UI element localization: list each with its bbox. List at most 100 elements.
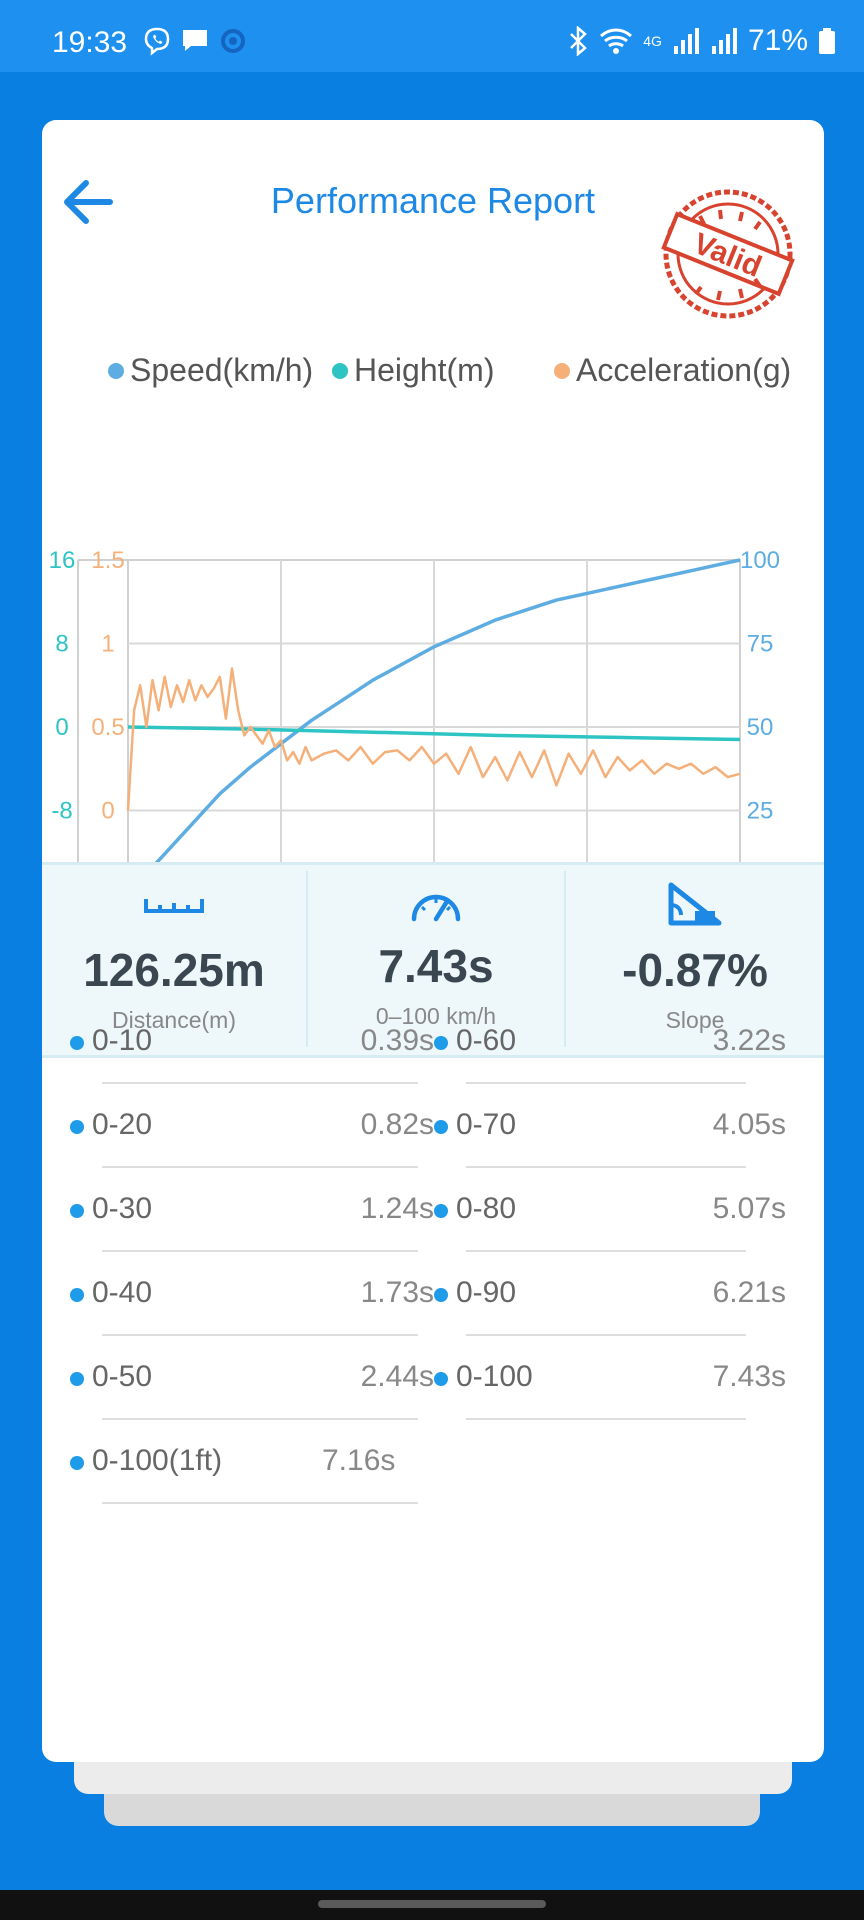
series-line-speed: [126, 558, 741, 892]
speed-tick-label: 25: [747, 798, 774, 825]
legend-label-height: Height(m): [354, 352, 495, 388]
split-bullet-icon: [434, 1120, 448, 1134]
acceleration-time-value: 7.43s: [378, 940, 494, 992]
arrow-left-icon: [64, 180, 113, 224]
signal-icon-2: [711, 28, 737, 54]
legend-label-speed: Speed(km/h): [130, 352, 314, 388]
stat-divider-2: [564, 871, 566, 1047]
message-icon: [183, 30, 207, 51]
stat-divider: [306, 871, 308, 1047]
split-divider: [466, 1418, 746, 1420]
split-value: 0.82s: [360, 1108, 434, 1141]
split-label: 0-30: [92, 1192, 153, 1225]
home-indicator[interactable]: [318, 1900, 546, 1908]
split-label: 0-10: [92, 1024, 153, 1057]
acceleration-time-label: 0–100 km/h: [375, 1003, 497, 1029]
height-tick-label: -8: [51, 798, 72, 825]
legend-label-acceleration: Acceleration(g): [576, 352, 792, 388]
split-bullet-icon: [70, 1456, 84, 1470]
series-line-height: [127, 725, 741, 742]
battery-icon: [819, 28, 835, 54]
status-bar: 19:33 4G 71%: [0, 0, 864, 72]
split-bullet-icon: [434, 1288, 448, 1302]
battery-percent: 71%: [747, 24, 808, 57]
page-title: Performance Report: [270, 180, 596, 221]
split-row-0-30: 0-30 1.24s: [70, 1176, 434, 1252]
speed-tick-label: 75: [747, 631, 774, 658]
legend-item-speed: Speed(km/h): [108, 352, 313, 389]
split-row-0-100(1ft): 0-100(1ft) 7.16s: [70, 1428, 420, 1504]
wifi-icon: [600, 28, 633, 54]
split-bullet-icon: [70, 1288, 84, 1302]
distance-label: Distance(m): [112, 1007, 236, 1033]
split-value: 2.44s: [360, 1360, 434, 1393]
split-value: 3.22s: [712, 1024, 786, 1057]
bluetooth-icon: [570, 26, 588, 56]
back-button[interactable]: [56, 170, 120, 234]
acceleration-axis-ticks: 1.510.50-0.5: [87, 547, 128, 908]
split-value: 5.07s: [712, 1192, 786, 1225]
acceleration-tick-label: 0.5: [91, 714, 124, 741]
sync-icon: [221, 29, 245, 53]
signal-icon: [673, 28, 699, 54]
ruler-icon: [144, 899, 204, 913]
chart-series: [126, 558, 741, 892]
split-value: 4.05s: [712, 1108, 786, 1141]
split-bullet-icon: [434, 1204, 448, 1218]
report-card: Performance Report Valid Speed(km/h) Hei…: [42, 120, 824, 1762]
slope-label: Slope: [665, 1007, 725, 1033]
speed-axis-ticks: 1007550250: [740, 547, 780, 908]
legend-dot-speed: [108, 362, 124, 379]
acceleration-tick-label: 1: [101, 631, 114, 658]
split-value: 7.16s: [322, 1444, 396, 1477]
split-divider: [466, 1334, 746, 1336]
split-bullet-icon: [70, 1372, 84, 1386]
stats-panel: 126.25m Distance(m) 7.43s 0–100 km/h -0.…: [42, 862, 824, 1058]
slope-icon: [668, 882, 722, 926]
legend-dot-acceleration: [554, 362, 570, 379]
split-value: 1.24s: [360, 1192, 434, 1225]
distance-value: 126.25m: [83, 944, 265, 996]
split-bullet-icon: [70, 1204, 84, 1218]
split-divider: [466, 1166, 746, 1168]
notification-icons: [142, 26, 248, 56]
split-row-0-10: 0-10 0.39s: [70, 1008, 434, 1084]
legend-item-height: Height(m): [332, 352, 494, 389]
split-label: 0-70: [456, 1108, 517, 1141]
split-divider: [102, 1082, 418, 1084]
split-row-0-80: 0-80 5.07s: [434, 1176, 786, 1252]
status-time: 19:33: [52, 26, 128, 59]
viber-icon: [144, 27, 170, 56]
speed-tick-label: 50: [747, 714, 774, 741]
acceleration-tick-label: 0: [101, 798, 114, 825]
split-row-0-20: 0-20 0.82s: [70, 1092, 434, 1168]
speed-tick-label: 100: [740, 547, 780, 574]
split-divider: [466, 1250, 746, 1252]
split-label: 0-90: [456, 1276, 517, 1309]
split-value: 1.73s: [360, 1276, 434, 1309]
split-row-0-50: 0-50 2.44s: [70, 1344, 434, 1420]
header: Performance Report Valid: [42, 120, 824, 319]
split-divider: [102, 1334, 418, 1336]
split-label: 0-50: [92, 1360, 153, 1393]
stat-slope: -0.87% Slope: [566, 865, 824, 1055]
legend-item-acceleration: Acceleration(g): [554, 352, 791, 389]
valid-stamp-icon: Valid: [661, 189, 795, 319]
split-label: 0-40: [92, 1276, 153, 1309]
height-tick-label: 8: [55, 631, 68, 658]
split-row-0-100: 0-100 7.43s: [434, 1344, 786, 1420]
split-label: 0-100(1ft): [92, 1444, 223, 1477]
split-bullet-icon: [70, 1120, 84, 1134]
series-line-acceleration: [126, 667, 741, 811]
split-label: 0-100: [456, 1360, 533, 1393]
chart-legend: Speed(km/h) Height(m) Acceleration(g): [64, 352, 824, 396]
split-divider: [102, 1250, 418, 1252]
speedometer-icon: [411, 894, 461, 922]
split-label: 0-60: [456, 1024, 517, 1057]
stat-acceleration-time: 7.43s 0–100 km/h: [308, 865, 564, 1055]
slope-value: -0.87%: [622, 944, 768, 996]
split-divider: [102, 1166, 418, 1168]
height-tick-label: 0: [55, 714, 68, 741]
split-bullet-icon: [434, 1372, 448, 1386]
